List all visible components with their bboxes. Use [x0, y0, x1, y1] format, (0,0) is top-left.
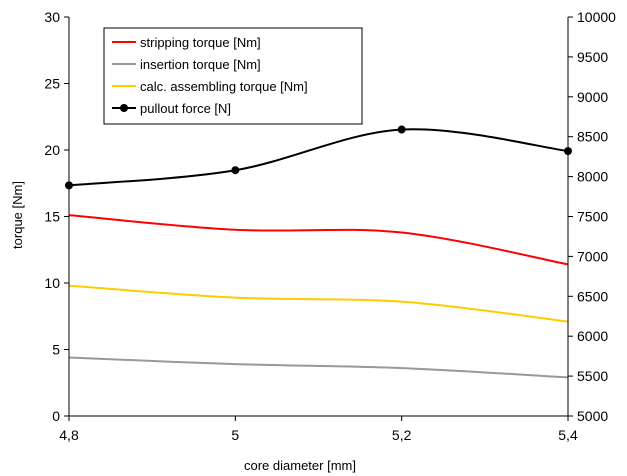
series-line-3: [68, 128, 569, 187]
legend-label: stripping torque [Nm]: [140, 35, 261, 50]
y2-tick-label: 9500: [577, 49, 608, 65]
series-layer: [65, 125, 572, 379]
y-tick-label: 15: [44, 209, 60, 225]
legend-marker: [120, 104, 128, 112]
x-tick-label: 4,8: [59, 427, 79, 443]
data-point: [231, 166, 240, 175]
y-tick-label: 25: [44, 76, 60, 92]
legend-box: [103, 27, 363, 125]
x-tick-label: 5,2: [392, 427, 412, 443]
y2-tick-label: 9000: [577, 89, 608, 105]
legend-label: calc. assembling torque [Nm]: [140, 79, 308, 94]
y2-tick-label: 7500: [577, 209, 608, 225]
x-tick-label: 5: [231, 427, 239, 443]
series-line-0: [68, 214, 569, 266]
y-tick-label: 30: [44, 9, 60, 25]
data-point: [397, 125, 406, 134]
y2-tick-label: 7000: [577, 248, 608, 264]
legend: stripping torque [Nm] insertion torque [N…: [103, 27, 363, 125]
y2-tick-label: 6000: [577, 328, 608, 344]
y2-tick-label: 5000: [577, 408, 608, 424]
series-line-2: [68, 284, 569, 323]
y-tick-label: 10: [44, 275, 60, 291]
y2-tick-label: 10000: [577, 9, 616, 25]
y2-tick-label: 8500: [577, 129, 608, 145]
x-axis-title: core diameter [mm]: [244, 458, 356, 473]
y2-tick-label: 6500: [577, 288, 608, 304]
ticks-layer: 0 5 10 15 20 25 30 5000 5500 6000 6500 7000 7500 8000…: [44, 9, 616, 443]
y2-tick-label: 8000: [577, 169, 608, 185]
y-axis-title: torque [Nm]: [10, 181, 25, 249]
y-tick-label: 0: [52, 408, 60, 424]
legend-label: insertion torque [Nm]: [140, 57, 261, 72]
y-tick-label: 20: [44, 142, 60, 158]
y2-tick-label: 5500: [577, 368, 608, 384]
legend-label: pullout force [N]: [140, 101, 231, 116]
y-tick-label: 5: [52, 342, 60, 358]
x-tick-label: 5,4: [558, 427, 578, 443]
series-line-1: [68, 356, 569, 379]
